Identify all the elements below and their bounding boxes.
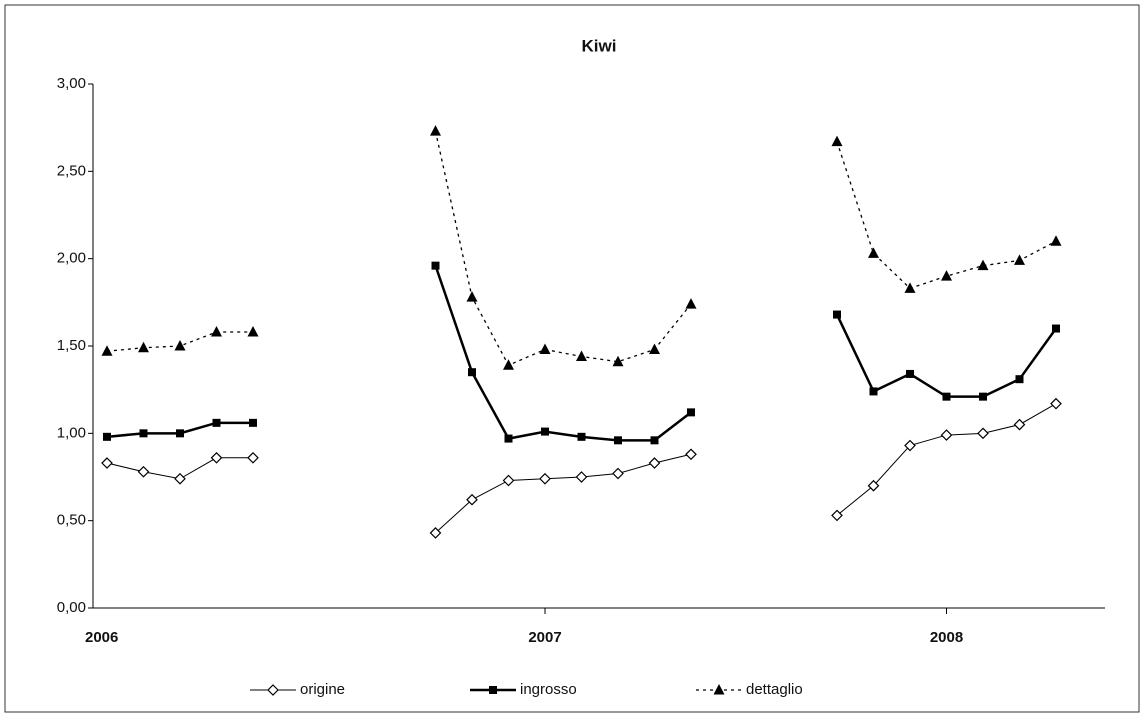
marker <box>176 429 184 438</box>
marker <box>503 359 514 370</box>
marker <box>977 427 989 440</box>
marker <box>1050 397 1062 410</box>
y-tick-label: 3,00 <box>57 75 86 92</box>
marker <box>1052 324 1060 333</box>
y-tick-label: 1,00 <box>57 424 86 441</box>
marker <box>101 345 113 356</box>
y-tick-label: 0,50 <box>57 512 86 529</box>
marker <box>713 684 725 695</box>
marker <box>138 341 149 353</box>
marker <box>468 368 476 377</box>
marker <box>139 429 148 438</box>
marker <box>247 451 259 464</box>
marker <box>101 457 113 469</box>
y-tick-label: 2,50 <box>57 162 86 179</box>
marker <box>174 340 186 351</box>
marker <box>977 259 989 271</box>
marker <box>210 451 223 464</box>
marker <box>247 326 259 337</box>
marker <box>614 436 622 445</box>
marker <box>868 247 879 258</box>
marker <box>577 432 586 441</box>
marker <box>831 509 843 522</box>
marker <box>906 369 914 378</box>
marker <box>539 343 551 354</box>
marker <box>648 457 661 469</box>
marker <box>1014 254 1025 265</box>
marker <box>137 465 150 478</box>
marker <box>249 418 257 427</box>
marker <box>942 392 951 401</box>
y-tick-label: 1,50 <box>57 337 86 354</box>
marker <box>941 270 952 281</box>
marker <box>174 472 186 485</box>
marker <box>1015 375 1024 384</box>
marker <box>867 479 880 492</box>
marker <box>833 310 841 319</box>
marker <box>612 355 624 367</box>
marker <box>685 448 697 461</box>
marker <box>1050 235 1062 246</box>
marker <box>904 282 916 293</box>
chart-title: Kiwi <box>582 36 617 55</box>
marker <box>869 387 878 396</box>
legend-label: origine <box>300 681 345 698</box>
marker <box>685 298 697 309</box>
marker <box>541 427 549 436</box>
marker <box>103 432 111 441</box>
marker <box>212 418 221 427</box>
legend-label: ingrosso <box>520 681 577 698</box>
marker <box>466 493 478 506</box>
chart-border <box>4 4 1140 713</box>
y-tick-label: 2,00 <box>57 250 86 267</box>
marker <box>831 135 843 147</box>
marker <box>979 392 987 401</box>
marker <box>612 467 624 480</box>
marker <box>431 261 440 270</box>
marker <box>489 686 497 694</box>
marker <box>429 527 442 539</box>
marker <box>904 439 916 452</box>
marker <box>267 684 279 696</box>
marker <box>211 326 222 337</box>
y-tick-label: 0,00 <box>57 599 86 616</box>
marker <box>576 350 587 361</box>
marker <box>940 429 953 441</box>
marker <box>502 474 515 487</box>
marker <box>539 472 551 485</box>
marker <box>687 408 695 417</box>
x-tick-label: 2007 <box>528 629 561 646</box>
marker <box>1013 418 1026 431</box>
x-tick-label: 2008 <box>930 629 963 646</box>
x-tick-label: 2006 <box>85 629 118 646</box>
marker <box>650 436 659 445</box>
marker <box>649 343 660 354</box>
marker <box>466 291 478 302</box>
marker <box>575 471 588 483</box>
marker <box>430 125 441 136</box>
legend-label: dettaglio <box>746 681 803 698</box>
marker <box>504 434 513 443</box>
